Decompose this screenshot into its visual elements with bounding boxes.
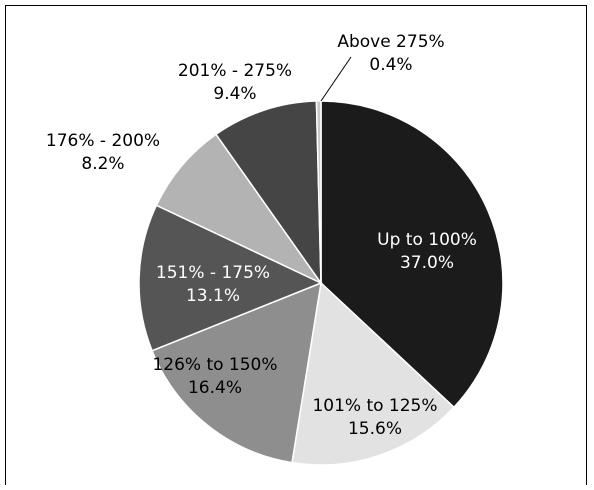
slice-value-up-to-100pct: 37.0%: [400, 253, 454, 273]
slice-label-176pct-200pct: 176% - 200%: [46, 131, 160, 151]
slice-value-126pct-to-150pct: 16.4%: [188, 378, 242, 398]
pie-slice-151pct-175pct: [138, 204, 323, 352]
leader-line-above-275pct: [320, 56, 352, 102]
pie-slice-101pct-to-125pct: [291, 281, 456, 466]
slice-label-201pct-275pct: 201% - 275%: [178, 61, 292, 81]
pie-slice-201pct-275pct: [214, 100, 322, 286]
slice-label-above-275pct: Above 275%: [337, 32, 444, 52]
slice-label-up-to-100pct: Up to 100%: [377, 230, 477, 250]
slice-value-above-275pct: 0.4%: [369, 55, 412, 75]
slice-value-176pct-200pct: 8.2%: [81, 154, 124, 174]
slice-value-101pct-to-125pct: 15.6%: [348, 419, 402, 439]
pie-slice-126pct-to-150pct: [151, 281, 322, 464]
slice-label-101pct-to-125pct: 101% to 125%: [312, 396, 437, 416]
pie-slice-up-to-100pct: [320, 100, 504, 409]
slice-label-151pct-175pct: 151% - 175%: [156, 263, 270, 283]
slice-value-151pct-175pct: 13.1%: [186, 286, 240, 306]
pie-slice-176pct-200pct: [155, 133, 324, 285]
slice-value-201pct-275pct: 9.4%: [213, 84, 256, 104]
pie-slice-above-275pct: [315, 100, 322, 284]
slice-label-126pct-to-150pct: 126% to 150%: [152, 355, 277, 375]
